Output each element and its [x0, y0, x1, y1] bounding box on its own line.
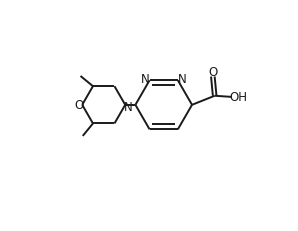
Text: OH: OH [229, 91, 247, 104]
Text: N: N [141, 73, 150, 86]
Text: O: O [74, 99, 83, 112]
Text: N: N [178, 73, 186, 86]
Text: N: N [124, 101, 132, 114]
Text: O: O [208, 66, 218, 79]
